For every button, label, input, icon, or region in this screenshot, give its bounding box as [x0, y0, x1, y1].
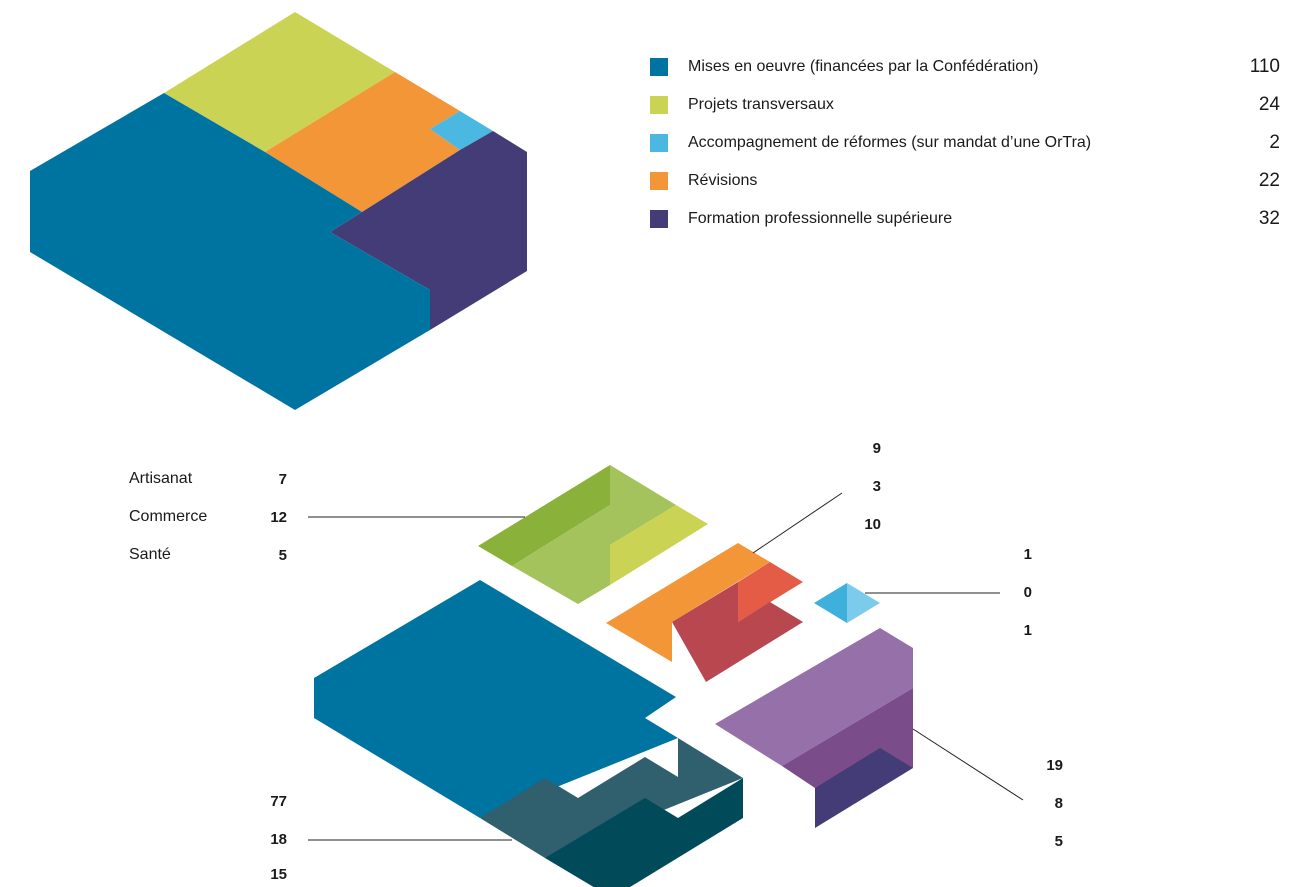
value-higher-artisanat: 19	[1046, 757, 1063, 774]
legend-swatch	[650, 210, 668, 228]
top-block-reform	[430, 111, 493, 150]
revision-red-light	[738, 562, 803, 622]
value-implementation-sante: 15	[270, 866, 287, 883]
top-block-transversal	[164, 12, 395, 152]
leader-higher	[912, 728, 1024, 801]
legend-swatch	[650, 172, 668, 190]
exploded-revision	[606, 543, 803, 682]
transversal-sante	[610, 505, 708, 585]
top-block	[30, 12, 527, 410]
sublabel-artisanat: Artisanat	[129, 470, 193, 487]
leader-revision	[752, 492, 843, 554]
transversal-artisanat	[478, 465, 610, 566]
legend-value: 110	[1249, 56, 1280, 77]
sublabel-commerce: Commerce	[129, 508, 208, 525]
legend-swatch	[650, 58, 668, 76]
value-revision-artisanat: 9	[872, 440, 881, 457]
sublabel-sante: Santé	[129, 546, 171, 563]
legend-label: Accompagnement de réformes (sur mandat d…	[688, 134, 1092, 151]
legend-item: Formation professionnelle supérieure 32	[650, 200, 1280, 238]
top-block-implementation	[30, 93, 430, 410]
transversal-commerce-top	[610, 465, 676, 545]
legend-value: 32	[1258, 208, 1280, 229]
higher-dark	[815, 748, 913, 828]
legend-item: Projets transversaux 24	[650, 86, 1280, 124]
revision-orange	[606, 543, 770, 662]
value-higher-commerce: 8	[1054, 795, 1063, 812]
value-transversal-artisanat: 7	[278, 471, 287, 488]
value-transversal-sante: 5	[278, 547, 287, 564]
exploded-implementation	[314, 580, 743, 887]
legend-value: 24	[1258, 94, 1280, 115]
implementation-mid	[480, 738, 743, 858]
exploded-higher	[715, 628, 913, 828]
legend-label: Révisions	[688, 172, 758, 189]
value-implementation-artisanat: 77	[270, 793, 287, 810]
legend-value: 2	[1269, 132, 1280, 153]
legend-value: 22	[1258, 170, 1280, 191]
value-reform-artisanat: 1	[1023, 546, 1032, 563]
value-reform-sante: 1	[1023, 622, 1032, 639]
top-block-higher	[330, 131, 527, 330]
value-implementation-commerce: 18	[270, 831, 287, 848]
legend-label: Mises en oeuvre (financées par la Conféd…	[688, 58, 1039, 75]
value-transversal-commerce: 12	[270, 509, 287, 526]
legend-swatch	[650, 96, 668, 114]
top-block-revision	[265, 72, 460, 212]
higher-light	[715, 628, 913, 766]
reform-left	[814, 583, 847, 623]
leader-lines	[308, 492, 1024, 841]
legend-item: Révisions 22	[650, 162, 1280, 200]
legend-label: Formation professionnelle supérieure	[688, 210, 953, 227]
legend-swatch	[650, 134, 668, 152]
exploded-reform	[814, 583, 880, 623]
implementation-dark	[545, 778, 743, 887]
transversal-commerce	[512, 505, 610, 604]
reform-right	[847, 583, 880, 623]
implementation-main	[314, 580, 678, 818]
value-revision-commerce: 3	[872, 478, 881, 495]
legend: Mises en oeuvre (financées par la Conféd…	[650, 48, 1280, 238]
revision-red-dark	[672, 582, 803, 682]
legend-item: Mises en oeuvre (financées par la Conféd…	[650, 48, 1280, 86]
value-revision-sante: 10	[864, 516, 881, 533]
value-higher-sante: 5	[1054, 833, 1063, 850]
legend-label: Projets transversaux	[688, 96, 834, 113]
exploded-transversal	[478, 465, 708, 604]
legend-item: Accompagnement de réformes (sur mandat d…	[650, 124, 1280, 162]
value-reform-commerce: 0	[1023, 584, 1032, 601]
